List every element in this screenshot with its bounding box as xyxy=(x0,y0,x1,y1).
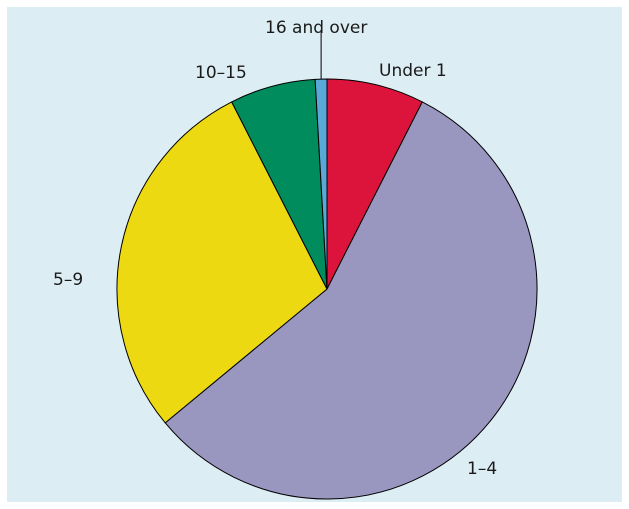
pie-slice-under-1 xyxy=(326,78,423,290)
pie-chart: Under 1 1–4 5–9 10–15 16 and over xyxy=(53,18,538,500)
label-under-1: Under 1 xyxy=(379,61,447,81)
pie-slice-1-4 xyxy=(164,101,538,500)
chart-panel: Under 1 1–4 5–9 10–15 16 and over xyxy=(7,7,622,502)
label-10-15: 10–15 xyxy=(195,63,247,83)
pie-slice-5-9 xyxy=(116,101,328,424)
pie-labels: Under 1 1–4 5–9 10–15 16 and over xyxy=(53,18,497,479)
pie-slices xyxy=(116,78,538,500)
label-1-4: 1–4 xyxy=(467,459,497,479)
label-16-and-over: 16 and over xyxy=(265,18,367,38)
label-5-9: 5–9 xyxy=(53,270,83,290)
